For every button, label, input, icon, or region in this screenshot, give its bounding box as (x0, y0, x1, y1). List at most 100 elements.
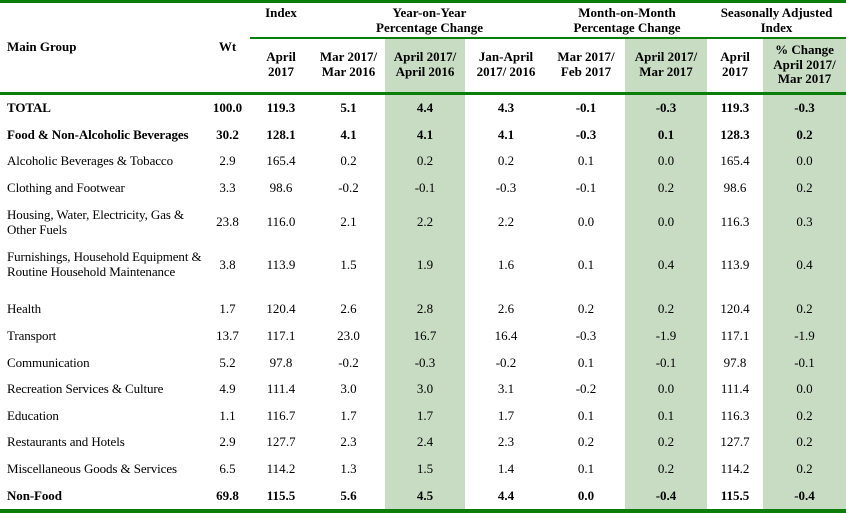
cell-mom-april2017-mar2017: 0.0 (625, 201, 708, 244)
cell-yoy-mar2017-mar2016: 5.1 (340, 100, 357, 116)
cell-wt: 1.7 (219, 301, 236, 317)
cell-wt: 30.2 (216, 126, 239, 142)
cell-sa-pct-change: 0.2 (763, 455, 846, 483)
row-label: Miscellaneous Goods & Services (7, 461, 177, 477)
cell-wt: 6.5 (219, 461, 236, 477)
cell-wt: 1.1 (219, 407, 236, 423)
cell-yoy-jan-april: 4.1 (497, 126, 515, 142)
row-label: Housing, Water, Electricity, Gas & Other… (7, 206, 184, 238)
cell-yoy-mar2017-mar2016: 3.0 (340, 381, 357, 397)
cell-yoy-jan-april: -0.3 (495, 180, 517, 196)
row-label: Non-Food (7, 487, 62, 503)
cell-yoy-april2017-april2016: 16.7 (385, 322, 465, 350)
cell-yoy-april2017-april2016: 1.7 (385, 402, 465, 429)
cell-yoy-jan-april: 3.1 (497, 381, 515, 397)
subheader-mom-mar2017-feb2017: Mar 2017/ Feb 2017 (547, 38, 625, 95)
cell-mom-mar2017-feb2017: 0.0 (577, 214, 595, 230)
cell-sa-april-2017: 98.6 (723, 180, 747, 196)
cell-sa-april-2017: 116.3 (720, 407, 750, 423)
header-sub-row: April 2017 Mar 2017/ Mar 2016 April 2017… (0, 38, 846, 95)
cell-index-april-2017: 165.4 (266, 153, 296, 169)
row-label: TOTAL (7, 100, 51, 116)
row-label: Transport (7, 328, 57, 344)
cell-yoy-jan-april: 1.6 (497, 256, 515, 272)
cell-yoy-jan-april: 2.2 (497, 214, 515, 230)
cell-index-april-2017: 111.4 (266, 381, 296, 397)
cell-yoy-jan-april: 1.4 (497, 461, 515, 477)
cell-mom-mar2017-feb2017: 0.1 (577, 407, 595, 423)
subheader-yoy-jan-april: Jan-April 2017/ 2016 (465, 38, 547, 95)
cell-mom-april2017-mar2017: 0.2 (625, 295, 708, 323)
cell-mom-april2017-mar2017: 0.1 (625, 402, 708, 429)
table-row: Miscellaneous Goods & Services 6.5 114.2… (0, 455, 846, 483)
cell-sa-pct-change: 0.2 (763, 402, 846, 429)
cell-wt: 3.8 (219, 256, 236, 272)
cell-yoy-april2017-april2016: 4.4 (385, 93, 465, 122)
cell-yoy-april2017-april2016: 3.0 (385, 375, 465, 403)
cell-yoy-mar2017-mar2016: 1.5 (340, 256, 357, 272)
cell-index-april-2017: 116.7 (266, 407, 296, 423)
cell-mom-mar2017-feb2017: -0.1 (575, 180, 597, 196)
cell-mom-april2017-mar2017: 0.4 (625, 243, 708, 296)
subheader-index-april-2017: April 2017 (250, 38, 312, 95)
cell-mom-april2017-mar2017: 0.2 (625, 428, 708, 456)
table-row: Alcoholic Beverages & Tobacco 2.9 165.4 … (0, 147, 846, 175)
cell-sa-april-2017: 116.3 (720, 214, 750, 230)
cell-sa-april-2017: 119.3 (720, 100, 750, 116)
cell-mom-mar2017-feb2017: -0.1 (575, 100, 597, 116)
cell-mom-mar2017-feb2017: 0.2 (577, 434, 595, 450)
cell-yoy-jan-april: 1.7 (497, 407, 515, 423)
cell-yoy-april2017-april2016: 2.2 (385, 201, 465, 244)
table-row: Education 1.1 116.7 1.7 1.7 1.7 0.1 0.1 … (0, 402, 846, 429)
table-header: Main Group Wt Index Year-on-Year Percent… (0, 1, 846, 95)
cell-wt: 3.3 (219, 180, 236, 196)
table-row: Recreation Services & Culture 4.9 111.4 … (0, 375, 846, 403)
cell-sa-pct-change: -0.3 (763, 93, 846, 122)
cell-index-april-2017: 119.3 (266, 100, 296, 116)
cell-mom-april2017-mar2017: -0.1 (625, 349, 708, 376)
cell-yoy-april2017-april2016: 2.8 (385, 295, 465, 323)
cell-mom-april2017-mar2017: 0.1 (625, 121, 708, 148)
cell-sa-april-2017: 115.5 (720, 487, 750, 503)
cell-yoy-mar2017-mar2016: 5.6 (340, 487, 357, 503)
cell-wt: 2.9 (219, 153, 236, 169)
cell-sa-pct-change: -0.1 (763, 349, 846, 376)
cell-yoy-jan-april: 2.3 (497, 434, 515, 450)
cell-sa-pct-change: -1.9 (763, 322, 846, 350)
cell-yoy-mar2017-mar2016: 0.2 (340, 153, 357, 169)
subheader-yoy-april2017-april2016: April 2017/ April 2016 (385, 38, 465, 95)
cell-sa-pct-change: 0.2 (763, 174, 846, 202)
table-row: Furnishings, Household Equipment & Routi… (0, 243, 846, 296)
subheader-mom-april2017-mar2017: April 2017/ Mar 2017 (625, 38, 708, 95)
cell-wt: 2.9 (219, 434, 236, 450)
cell-sa-april-2017: 114.2 (720, 461, 750, 477)
cell-yoy-mar2017-mar2016: 4.1 (340, 126, 357, 142)
table-row: Clothing and Footwear 3.3 98.6 -0.2 -0.1… (0, 174, 846, 202)
cell-mom-april2017-mar2017: 0.2 (625, 455, 708, 483)
table-row: Health 1.7 120.4 2.6 2.8 2.6 0.2 0.2 120… (0, 295, 846, 323)
cell-yoy-mar2017-mar2016: 1.7 (340, 407, 357, 423)
cell-yoy-jan-april: 4.3 (497, 100, 515, 116)
cell-index-april-2017: 97.8 (269, 354, 293, 370)
cell-sa-april-2017: 165.4 (720, 153, 750, 169)
cell-sa-pct-change: 0.2 (763, 121, 846, 148)
cell-sa-april-2017: 127.7 (720, 434, 750, 450)
subheader-sa-pct-change: % Change April 2017/ Mar 2017 (763, 38, 846, 95)
cell-index-april-2017: 128.1 (266, 126, 296, 142)
row-label: Clothing and Footwear (7, 180, 125, 196)
col-header-wt: Wt (205, 1, 250, 95)
cell-sa-april-2017: 113.9 (720, 256, 750, 272)
cell-yoy-mar2017-mar2016: 2.3 (340, 434, 357, 450)
cell-mom-mar2017-feb2017: -0.3 (575, 328, 597, 344)
cell-mom-mar2017-feb2017: 0.0 (577, 487, 595, 503)
cell-index-april-2017: 115.5 (266, 487, 296, 503)
cell-wt: 5.2 (219, 354, 236, 370)
cell-index-april-2017: 116.0 (266, 214, 296, 230)
group-header-year-on-year: Year-on-Year Percentage Change (312, 1, 547, 40)
cell-yoy-april2017-april2016: 4.1 (385, 121, 465, 148)
subheader-sa-april-2017: April 2017 (707, 38, 764, 95)
cell-yoy-april2017-april2016: -0.1 (385, 174, 465, 202)
cell-yoy-april2017-april2016: 1.9 (385, 243, 465, 296)
cell-wt: 69.8 (216, 487, 239, 503)
